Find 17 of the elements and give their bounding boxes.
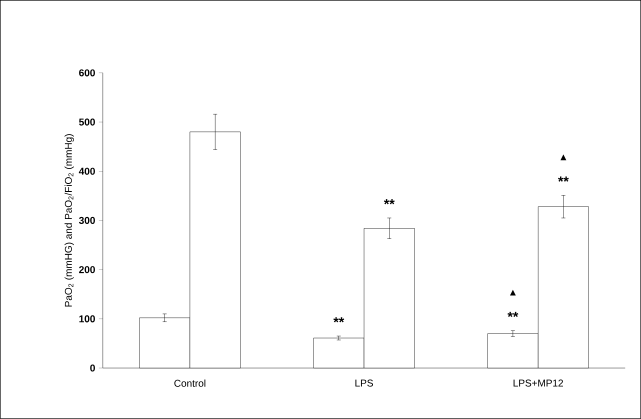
y-tick-label: 300 — [78, 216, 95, 224]
annotation: ▲ — [510, 290, 516, 296]
annotation: ** — [384, 199, 395, 204]
y-tick-label: 200 — [79, 266, 95, 274]
y-tick-label: 0 — [90, 364, 95, 372]
x-tick-label: LPS — [355, 380, 373, 387]
annotation: ▲ — [560, 154, 566, 160]
y-tick-label: 400 — [78, 168, 95, 175]
x-tick-label: LPS+MP12 — [514, 380, 563, 387]
x-tick-label: Control — [174, 380, 206, 387]
y-tick-label: 600 — [79, 69, 95, 76]
y-tick-label: 500 — [79, 118, 95, 126]
annotation: ** — [333, 317, 344, 322]
y-axis-title: PaO$_{2}$ (mmHG) and PaO$_{2}$/FiO$_{2}$ (mmHg) — [64, 134, 74, 307]
y-tick-label: 100 — [79, 315, 95, 322]
annotation: ** — [558, 176, 569, 182]
annotation: ** — [508, 312, 518, 318]
